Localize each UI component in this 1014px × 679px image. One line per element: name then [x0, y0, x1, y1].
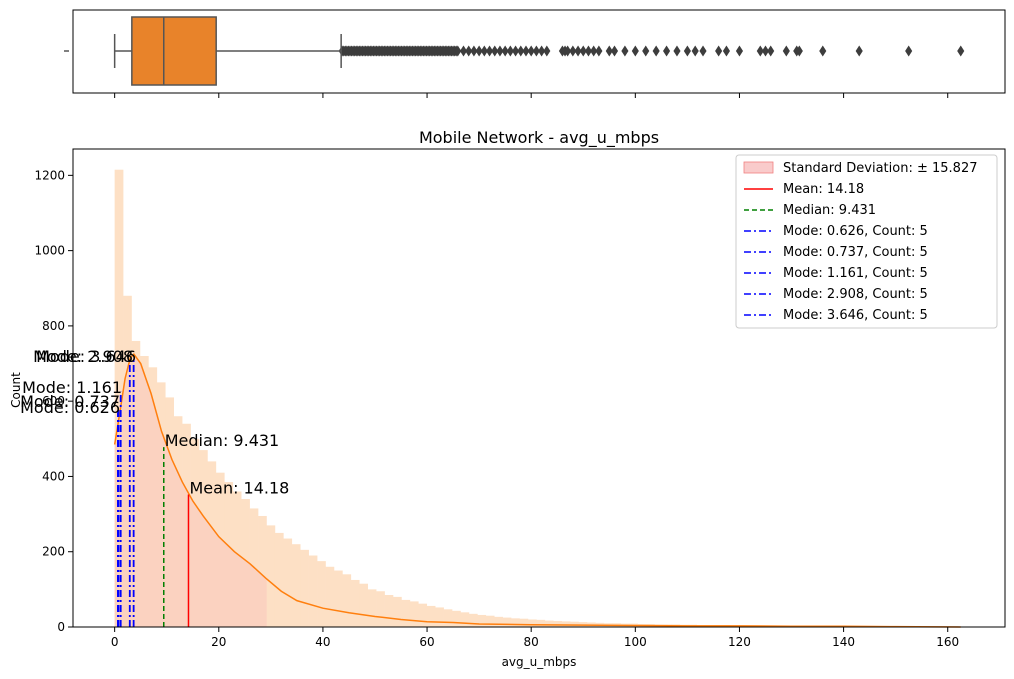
mode-annotation-3: Mode: 1.161 — [22, 378, 122, 397]
legend-std-swatch — [744, 162, 773, 173]
legend-mode-label-3: Mode: 1.161, Count: 5 — [783, 266, 928, 281]
y-tick-label: 200 — [42, 545, 65, 559]
legend-mode-label-4: Mode: 2.908, Count: 5 — [783, 287, 928, 302]
x-tick-label: 40 — [315, 635, 330, 649]
mean-annotation: Mean: 14.18 — [189, 479, 289, 498]
legend-median-label: Median: 9.431 — [783, 203, 876, 218]
x-tick-label: 120 — [728, 635, 751, 649]
legend-mode-label-1: Mode: 0.626, Count: 5 — [783, 224, 928, 239]
legend-std-label: Standard Deviation: ± 15.827 — [783, 161, 977, 176]
x-tick-label: 140 — [832, 635, 855, 649]
x-tick-label: 80 — [524, 635, 539, 649]
y-tick-label: 600 — [42, 394, 65, 408]
x-tick-label: 20 — [211, 635, 226, 649]
y-tick-label: 400 — [42, 469, 65, 483]
x-tick-label: 100 — [624, 635, 647, 649]
median-annotation: Median: 9.431 — [165, 431, 279, 450]
legend-mean-label: Mean: 14.18 — [783, 182, 864, 197]
legend-frame — [736, 155, 997, 328]
y-tick-label: 0 — [57, 620, 65, 634]
legend-mode-label-2: Mode: 0.737, Count: 5 — [783, 245, 928, 260]
x-tick-label: 0 — [111, 635, 119, 649]
x-axis-label: avg_u_mbps — [502, 655, 577, 669]
legend-mode-label-5: Mode: 3.646, Count: 5 — [783, 308, 928, 323]
y-tick-label: 1200 — [34, 168, 65, 182]
y-tick-label: 1000 — [34, 244, 65, 258]
legend: Standard Deviation: ± 15.827 Mean: 14.18… — [736, 155, 997, 328]
chart-title: Mobile Network - avg_u_mbps — [419, 128, 659, 148]
mode-annotation-5: Mode: 3.646 — [36, 347, 136, 366]
y-tick-label: 800 — [42, 319, 65, 333]
y-axis-label: Count — [9, 372, 23, 408]
x-tick-label: 60 — [419, 635, 434, 649]
x-tick-label: 160 — [936, 635, 959, 649]
boxplot-box — [132, 17, 216, 85]
